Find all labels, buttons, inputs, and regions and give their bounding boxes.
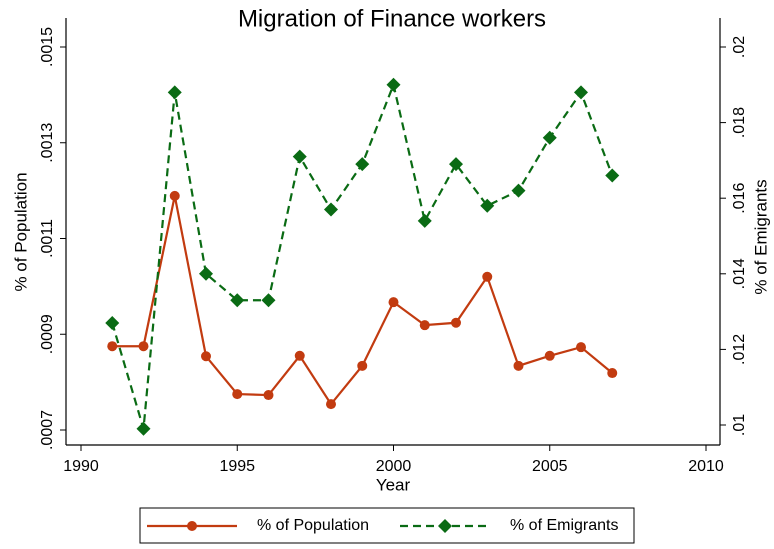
y2-tick-label: .012 xyxy=(731,334,748,365)
data-point xyxy=(419,320,430,331)
y2-tick-label: .014 xyxy=(731,258,748,289)
legend-label: % of Population xyxy=(257,517,369,534)
data-point xyxy=(167,85,182,100)
data-point xyxy=(605,168,620,183)
x-tick-label: 2005 xyxy=(532,458,568,475)
data-point xyxy=(480,198,495,213)
data-point xyxy=(263,390,274,401)
data-point xyxy=(199,266,213,281)
data-point xyxy=(607,368,618,379)
data-point xyxy=(232,389,243,400)
data-point xyxy=(136,421,151,436)
data-point xyxy=(357,360,368,371)
data-point xyxy=(544,350,555,361)
y-tick-label: .0007 xyxy=(39,410,56,450)
data-point xyxy=(574,85,588,100)
y2-tick-label: .02 xyxy=(731,36,748,58)
y2-axis-title: % of Emigrants xyxy=(751,179,770,294)
legend-marker xyxy=(187,521,197,531)
data-point xyxy=(386,77,401,92)
x-tick-label: 2000 xyxy=(376,458,412,475)
data-point xyxy=(169,190,180,201)
data-point xyxy=(261,293,276,308)
data-point xyxy=(230,293,245,308)
legend-label: % of Emigrants xyxy=(510,517,618,534)
data-point xyxy=(326,399,336,410)
data-point xyxy=(294,350,305,361)
y-tick-label: .0015 xyxy=(39,27,56,67)
data-point xyxy=(138,341,149,352)
data-point xyxy=(201,351,211,362)
y2-tick-label: .01 xyxy=(731,414,748,436)
x-tick-label: 1995 xyxy=(219,458,255,475)
chart-title: Migration of Finance workers xyxy=(238,5,546,32)
data-point xyxy=(576,342,586,353)
data-point xyxy=(511,183,526,198)
data-point xyxy=(449,157,463,172)
y-tick-label: .0011 xyxy=(39,219,56,258)
data-point xyxy=(542,130,557,145)
x-tick-label: 1990 xyxy=(63,458,99,475)
data-point xyxy=(324,202,338,217)
data-point xyxy=(388,297,399,308)
x-axis-title: Year xyxy=(376,475,411,494)
y-tick-label: .0013 xyxy=(39,123,56,163)
data-point xyxy=(513,360,524,371)
data-point xyxy=(482,271,493,282)
y2-tick-label: .016 xyxy=(731,183,748,214)
data-point xyxy=(451,317,461,328)
data-point xyxy=(292,149,307,164)
data-point xyxy=(417,213,432,228)
y2-tick-label: .018 xyxy=(731,107,748,138)
y-tick-label: .0009 xyxy=(39,314,56,354)
data-point xyxy=(105,315,120,330)
data-point xyxy=(107,341,118,352)
legend-marker xyxy=(438,519,452,533)
y-axis-title: % of Population xyxy=(11,172,30,291)
data-point xyxy=(355,157,370,172)
x-tick-label: 2010 xyxy=(688,458,724,475)
